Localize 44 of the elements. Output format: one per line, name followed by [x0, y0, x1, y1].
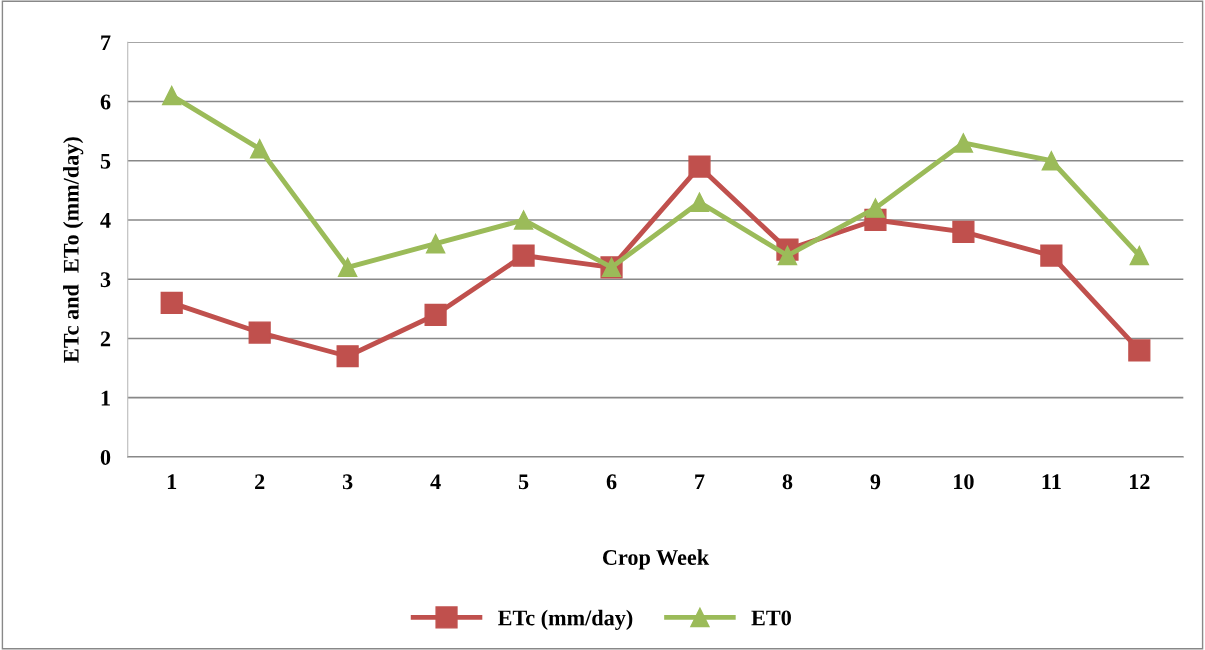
point [336, 345, 359, 368]
x-axis-title: Crop Week [602, 549, 710, 570]
point [688, 155, 711, 178]
y-tick-label: 3 [100, 272, 111, 288]
x-tick-label: 2 [255, 474, 265, 490]
point [249, 139, 270, 159]
point [424, 303, 447, 326]
y-tick-label: 5 [100, 153, 111, 169]
point [865, 198, 886, 218]
x-tick-label: 1 [167, 474, 177, 490]
point [1129, 245, 1150, 266]
x-tick-label: 6 [606, 474, 617, 490]
y-tick-label: 6 [100, 94, 111, 110]
x-tick-label: 4 [430, 474, 441, 490]
point [1128, 339, 1151, 362]
x-tick-label: 3 [342, 474, 353, 490]
point [513, 210, 534, 230]
point [1041, 151, 1062, 171]
point [161, 85, 182, 106]
y-tick-label: 2 [100, 331, 111, 347]
x-tick-label: 9 [870, 474, 881, 490]
y-tick-label: 0 [100, 449, 111, 465]
point [1040, 244, 1063, 267]
point [512, 244, 535, 267]
point [160, 291, 183, 315]
point [952, 220, 975, 243]
x-tick-label: 5 [518, 474, 529, 490]
y-tick-label: 1 [101, 390, 110, 406]
point [337, 257, 358, 278]
legend-label: ET0 [751, 610, 791, 626]
legend-label: ETc (mm/day) [498, 609, 633, 630]
x-tick-label: 12 [1130, 474, 1150, 490]
x-tick-label: 8 [782, 474, 793, 490]
point [248, 321, 271, 344]
x-tick-label: 10 [954, 474, 974, 490]
x-tick-label: 7 [695, 474, 705, 490]
point [953, 133, 974, 153]
point [425, 233, 446, 254]
point [777, 245, 798, 266]
x-tick-label: 11 [1042, 474, 1061, 490]
y-tick-label: 7 [101, 35, 111, 50]
y-tick-label: 4 [100, 213, 111, 228]
y-axis-title: ETc and ETo (mm/day) [63, 137, 84, 363]
point [689, 192, 710, 212]
